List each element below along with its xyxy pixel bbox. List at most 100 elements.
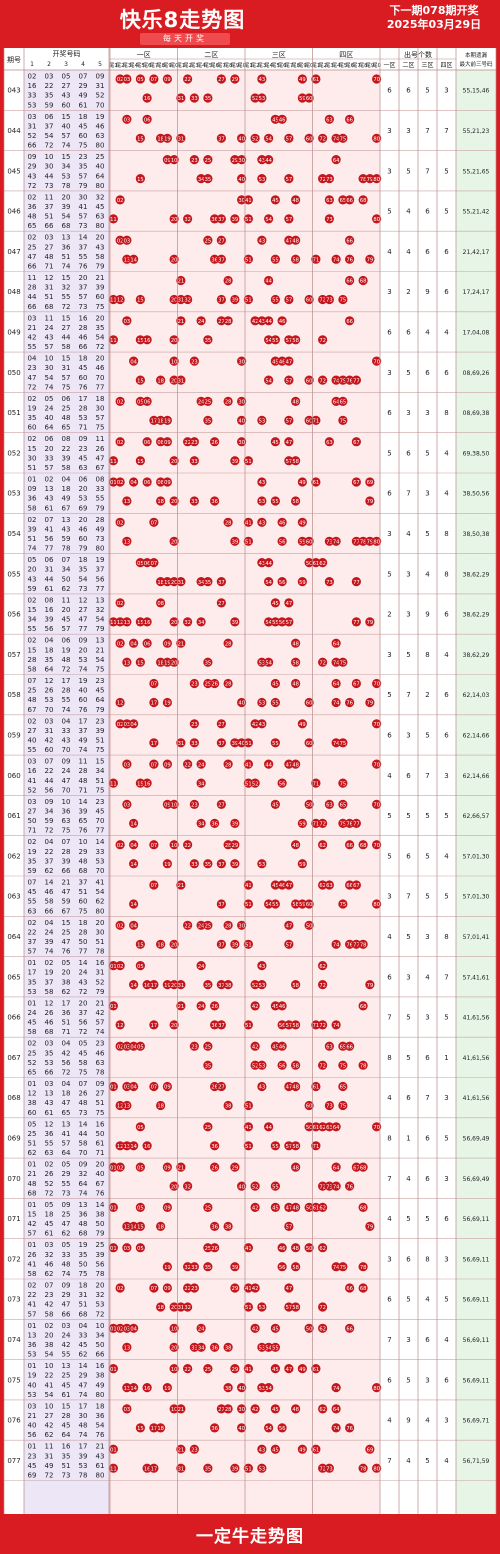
drawn-number: 44 — [79, 1130, 88, 1138]
drawn-ball-label: 05 — [137, 964, 144, 970]
drawn-number: 48 — [79, 1220, 88, 1228]
drawn-ball — [169, 214, 179, 224]
drawn-ball — [270, 617, 280, 627]
drawn-number: 53 — [62, 172, 71, 180]
issue-number: 059 — [7, 731, 20, 739]
drawn-ball — [169, 294, 179, 305]
drawn-number: 72 — [79, 1028, 88, 1036]
drawn-number: 80 — [96, 1472, 105, 1480]
zone-count: 5 — [425, 893, 429, 901]
drawn-number: 13 — [45, 485, 54, 493]
drawn-ball — [156, 133, 166, 143]
drawn-ball-label: 41 — [245, 198, 252, 204]
drawn-number: 49 — [62, 495, 71, 503]
drawn-number: 62 — [45, 867, 54, 875]
drawn-ball-label: 39 — [232, 1265, 239, 1271]
drawn-ball — [270, 294, 280, 305]
drawn-number: 39 — [62, 454, 71, 462]
drawn-number: 58 — [28, 666, 37, 674]
drawn-number: 43 — [79, 978, 88, 986]
drawn-ball-label: 38 — [225, 1225, 232, 1231]
drawn-ball — [331, 678, 341, 689]
drawn-number: 18 — [96, 395, 105, 403]
drawn-ball-label: 42 — [252, 1044, 259, 1050]
drawn-ball-label: 33 — [191, 96, 198, 102]
drawn-ball-label: 49 — [299, 1447, 306, 1453]
drawn-ball-label: 73 — [326, 298, 333, 304]
tail-header: 尾6 — [143, 62, 152, 69]
footer-brand: 一定牛走势图 — [196, 1527, 304, 1547]
drawn-ball-label: 66 — [346, 118, 353, 124]
count-zone-header: 一区 — [383, 62, 395, 69]
drawn-ball — [176, 738, 186, 748]
zone-count: 8 — [444, 570, 448, 578]
drawn-ball-label: 15 — [137, 943, 144, 949]
drawn-number: 78 — [62, 545, 71, 553]
drawn-number: 72 — [79, 988, 88, 996]
drawn-ball — [108, 456, 118, 466]
drawn-ball-label: 42 — [252, 1327, 259, 1333]
drawn-ball-label: 67 — [353, 682, 360, 688]
drawn-number: 60 — [79, 132, 88, 140]
drawn-number: 77 — [79, 948, 88, 956]
drawn-ball-label: 57 — [286, 378, 293, 384]
drawn-number: 40 — [79, 687, 88, 695]
drawn-ball-label: 26 — [211, 1004, 218, 1010]
drawn-ball — [264, 335, 274, 345]
drawn-ball-label: 61 — [313, 561, 320, 567]
drawn-ball — [230, 818, 240, 829]
drawn-ball-label: 37 — [218, 137, 225, 143]
drawn-ball-label: 19 — [164, 701, 171, 707]
drawn-number: 21 — [96, 1443, 105, 1451]
drawn-number: 02 — [45, 1322, 54, 1330]
drawn-ball-label: 03 — [124, 1407, 131, 1413]
drawn-number: 44 — [45, 172, 54, 180]
drawn-ball — [176, 638, 186, 648]
drawn-ball-label: 17 — [151, 741, 158, 747]
drawn-ball-label: 15 — [137, 298, 144, 304]
drawn-number: 58 — [62, 464, 71, 472]
drawn-ball-label: 03 — [124, 118, 131, 124]
header: 快乐8走势图 每天开奖 下一期078期开奖 2025年03月29日 — [0, 0, 500, 48]
drawn-ball-label: 77 — [353, 378, 360, 384]
drawn-number: 70 — [96, 867, 105, 875]
zone-count: 3 — [425, 1376, 429, 1384]
drawn-ball-label: 09 — [164, 440, 171, 446]
drawn-ball-label: 38 — [225, 1386, 232, 1392]
drawn-number: 44 — [62, 334, 71, 342]
drawn-ball-label: 07 — [151, 682, 158, 688]
drawn-number: 07 — [62, 838, 71, 846]
drawn-number: 15 — [62, 274, 71, 282]
drawn-number: 02 — [28, 193, 37, 201]
drawn-ball — [216, 738, 226, 748]
drawn-ball-label: 35 — [205, 1265, 212, 1271]
drawn-ball-label: 02 — [117, 722, 124, 728]
drawn-ball-label: 01 — [110, 1447, 117, 1453]
drawn-ball — [318, 375, 328, 385]
drawn-ball-label: 52 — [252, 137, 259, 143]
drawn-number: 45 — [28, 1019, 37, 1027]
drawn-number: 46 — [79, 334, 88, 342]
drawn-ball-label: 22 — [184, 762, 191, 768]
drawn-ball — [237, 415, 247, 425]
issue-number: 046 — [7, 208, 21, 216]
drawn-number: 77 — [79, 625, 88, 633]
drawn-ball-label: 53 — [259, 96, 266, 102]
drawn-number: 29 — [62, 1291, 71, 1299]
drawn-number: 30 — [96, 405, 105, 413]
drawn-number: 74 — [62, 1270, 71, 1278]
drawn-number: 57 — [62, 625, 71, 633]
drawn-number: 66 — [45, 907, 54, 915]
drawn-ball-label: 36 — [211, 822, 218, 828]
drawn-ball — [372, 174, 382, 184]
drawn-number: 28 — [62, 687, 71, 695]
drawn-number: 11 — [62, 596, 71, 604]
drawn-number: 37 — [45, 203, 54, 211]
drawn-ball-label: 57 — [286, 338, 293, 344]
drawn-ball-label: 26 — [211, 440, 218, 446]
drawn-number: 48 — [62, 656, 71, 664]
drawn-number: 01 — [28, 1201, 37, 1209]
drawn-number: 34 — [96, 1331, 105, 1339]
drawn-ball-label: 49 — [299, 480, 306, 486]
drawn-number: 66 — [45, 1069, 54, 1077]
